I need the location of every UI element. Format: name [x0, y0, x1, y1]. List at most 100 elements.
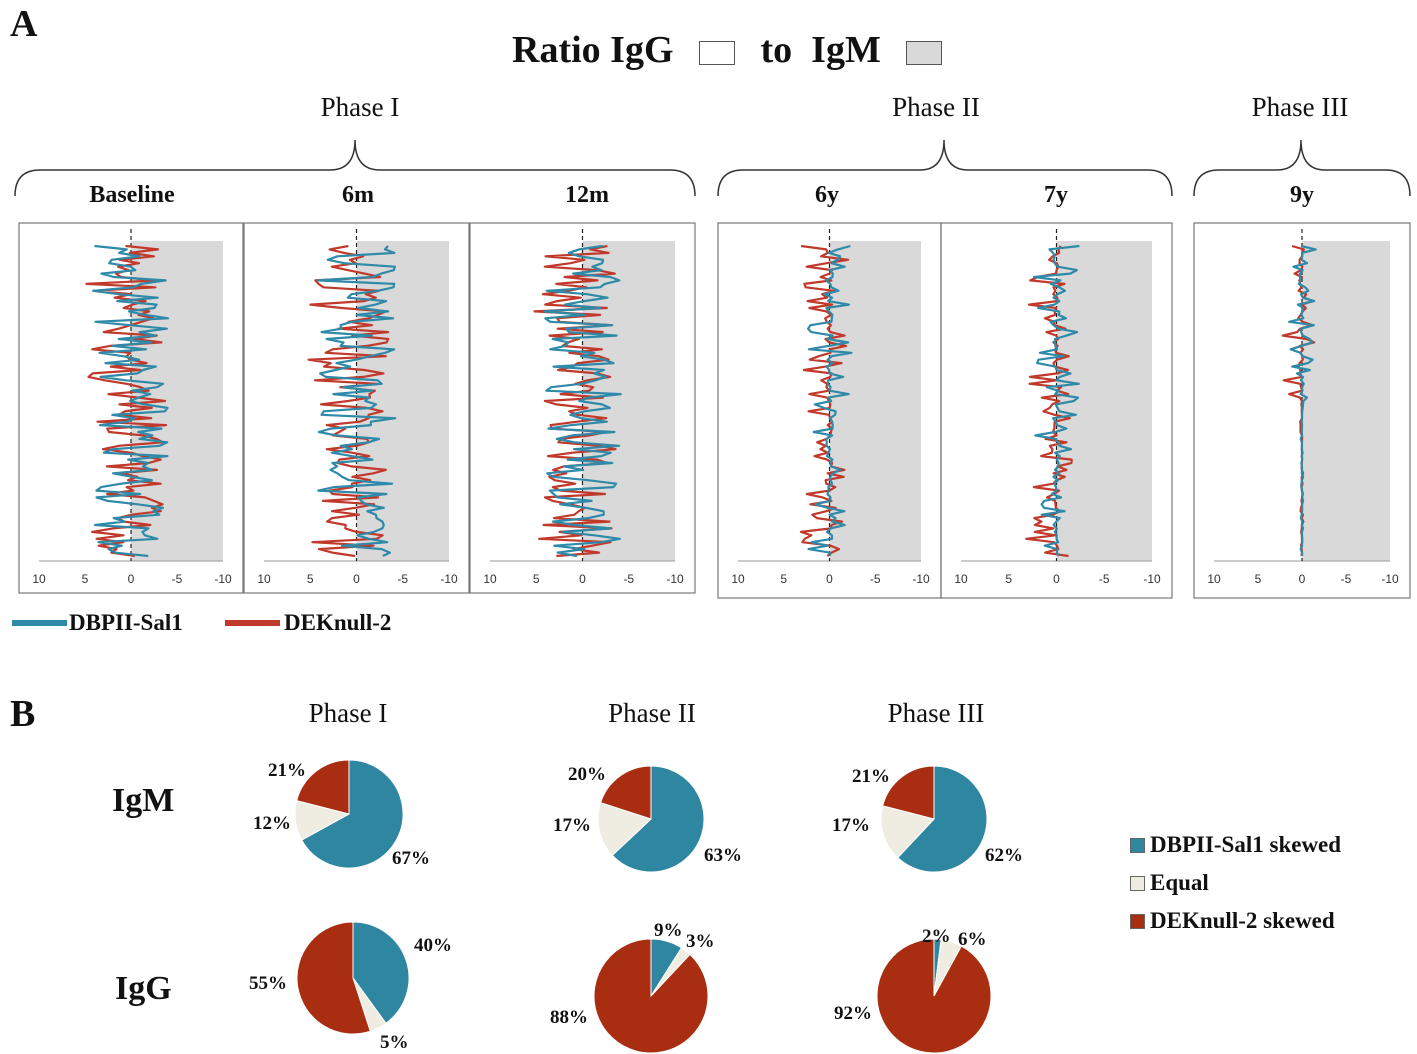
series-line-deknull-2 — [307, 244, 390, 558]
pie-slice — [593, 938, 709, 1053]
series-line-dbpii-sal1 — [543, 244, 622, 558]
pie-slice — [597, 801, 652, 856]
pie-slice — [876, 938, 992, 1053]
series-line-deknull-2 — [1025, 245, 1073, 558]
pie-label: 17% — [832, 815, 870, 836]
pie-legend-item: DBPII-Sal1 skewed — [1130, 832, 1341, 858]
x-tick-label: -5 — [623, 572, 634, 586]
x-tick-label: 5 — [307, 572, 314, 586]
pie-chart — [597, 765, 705, 873]
pie-slice — [296, 921, 371, 1035]
panel-frame — [469, 222, 696, 594]
pie-legend: DBPII-Sal1 skewed Equal DEKnull-2 skewed — [1130, 832, 1341, 934]
x-tick-label: -5 — [397, 572, 408, 586]
timepoint-label: 9y — [1290, 182, 1314, 208]
series-legend-label: DBPII-Sal1 — [69, 610, 183, 635]
ratio-panel: 10 5 0 -5 -10 — [717, 222, 942, 599]
row-label-igm: IgM — [112, 782, 175, 819]
pie-label: 62% — [985, 845, 1023, 866]
igg-legend-box — [699, 41, 735, 66]
pie-label: 21% — [268, 760, 306, 781]
series-swatch — [225, 620, 280, 626]
pie-legend-label: Equal — [1150, 870, 1209, 895]
series-line-dbpii-sal1 — [92, 244, 170, 558]
phase-braces — [14, 139, 1411, 197]
series-swatch — [12, 620, 67, 626]
pie-legend-label: DBPII-Sal1 skewed — [1150, 832, 1342, 857]
pie-label: 55% — [249, 973, 287, 994]
pie-chart — [296, 921, 410, 1035]
panel-frame — [940, 222, 1173, 599]
row-label-igg: IgG — [115, 970, 172, 1007]
x-tick-label: 0 — [128, 572, 135, 586]
ratio-panel: 10 5 0 -5 -10 — [940, 222, 1173, 599]
pie-label: 6% — [958, 929, 987, 950]
igm-legend-box — [906, 41, 943, 66]
pie-slice — [296, 759, 350, 815]
pie-chart — [876, 938, 992, 1053]
pie-phase-1-label: Phase I — [308, 698, 388, 728]
igm-shaded-region — [1302, 241, 1390, 561]
panel-b-letter: B — [10, 693, 36, 735]
pie-label: 12% — [253, 813, 291, 834]
x-tick-label: 5 — [82, 572, 89, 586]
pie-legend-swatch — [1130, 837, 1145, 853]
pie-phase-2-label: Phase II — [608, 698, 696, 728]
series-line-deknull-2 — [85, 244, 168, 558]
panel-frame — [18, 222, 244, 594]
pie-slice — [897, 765, 988, 873]
x-tick-label: -5 — [1099, 572, 1110, 586]
x-tick-label: -5 — [1341, 572, 1352, 586]
pie-slice — [301, 759, 404, 869]
phase-2-label: Phase II — [892, 92, 980, 122]
series-line-dbpii-sal1 — [807, 244, 853, 557]
x-tick-label: -10 — [1381, 572, 1399, 586]
pie-slice — [352, 921, 410, 1024]
ratio-panel: 10 5 0 -5 -10 — [18, 222, 244, 594]
x-tick-label: -10 — [440, 572, 458, 586]
x-tick-label: 0 — [353, 572, 360, 586]
x-tick-label: 0 — [579, 572, 586, 586]
x-tick-label: -10 — [912, 572, 930, 586]
pie-label: 3% — [686, 931, 715, 952]
x-tick-label: 10 — [483, 572, 497, 586]
x-tick-label: 10 — [731, 572, 745, 586]
phase-3-label: Phase III — [1251, 92, 1349, 122]
igm-shaded-region — [356, 241, 449, 561]
timepoint-label: 12m — [565, 182, 609, 208]
pie-legend-swatch — [1130, 913, 1145, 929]
phase-1-brace — [14, 139, 696, 197]
x-tick-label: -10 — [666, 572, 684, 586]
pie-legend-item: Equal — [1130, 870, 1341, 896]
panel-a-letter: A — [10, 3, 38, 45]
series-line-dbpii-sal1 — [1032, 244, 1080, 557]
pie-label: 2% — [922, 926, 951, 947]
pie-chart — [294, 759, 404, 869]
pie-label: 9% — [654, 920, 683, 941]
pie-label: 40% — [414, 935, 452, 956]
pie-label: 5% — [380, 1032, 409, 1053]
igm-shaded-region — [582, 241, 675, 561]
pie-label: 67% — [392, 848, 430, 869]
pie-legend-item: DEKnull-2 skewed — [1130, 908, 1341, 934]
x-tick-label: -10 — [214, 572, 232, 586]
pie-chart — [593, 938, 709, 1053]
x-tick-label: 10 — [257, 572, 271, 586]
timepoint-label: 6y — [815, 182, 839, 208]
pie-charts — [294, 759, 992, 1053]
x-tick-label: 10 — [32, 572, 46, 586]
series-legend-label: DEKnull-2 — [284, 610, 392, 635]
pie-phase-3-label: Phase III — [887, 698, 985, 728]
igm-shaded-region — [131, 241, 223, 561]
chart-title: Ratio IgG to IgM — [512, 28, 958, 72]
panel-frame — [243, 222, 470, 594]
x-tick-label: 10 — [954, 572, 968, 586]
ratio-panel: 10 5 0 -5 -10 — [1193, 222, 1411, 599]
title-to-text: to — [760, 29, 793, 71]
x-tick-label: -10 — [1143, 572, 1161, 586]
phase-2-brace — [717, 139, 1173, 197]
igm-shaded-region — [829, 241, 921, 561]
x-tick-label: 5 — [1255, 572, 1262, 586]
pie-label: 63% — [704, 845, 742, 866]
phase-3-brace — [1193, 139, 1411, 197]
